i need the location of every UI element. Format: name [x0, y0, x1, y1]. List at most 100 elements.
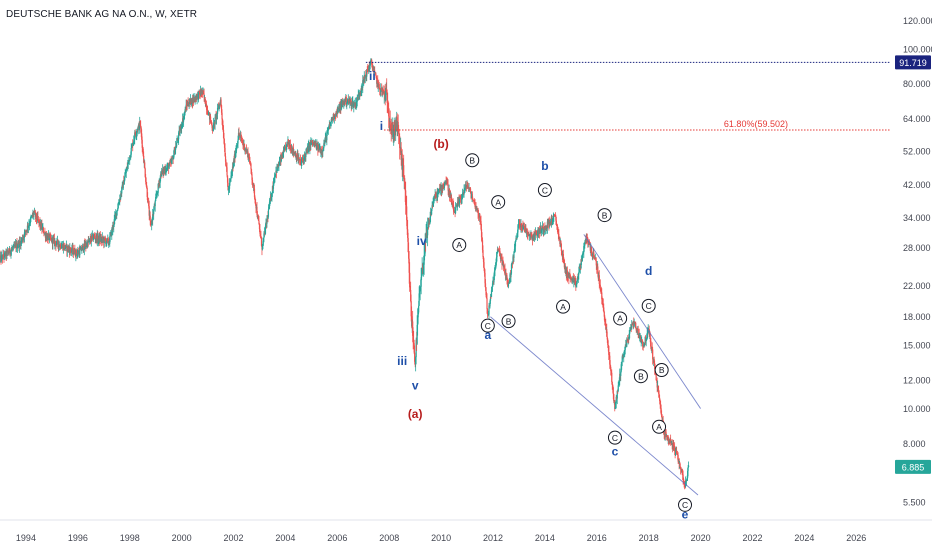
candle-body — [491, 283, 494, 287]
candle-body — [232, 160, 235, 168]
candle-body — [404, 178, 406, 188]
candle — [132, 142, 134, 147]
x-tick-label: 2018 — [639, 533, 659, 543]
candle — [261, 243, 264, 251]
x-tick-label: 2010 — [431, 533, 451, 543]
candle-body — [224, 156, 227, 162]
candle-body — [477, 208, 479, 214]
candle-body — [384, 91, 386, 93]
candle — [492, 276, 494, 287]
candle-body — [423, 255, 425, 265]
candle-body — [546, 221, 548, 229]
candle-body — [609, 355, 611, 365]
candle-body — [374, 70, 376, 73]
candle-body — [471, 196, 474, 200]
candle-body — [576, 281, 578, 285]
candle-body — [413, 340, 415, 344]
candle-body — [89, 238, 91, 241]
candle — [361, 83, 363, 97]
candle-body — [347, 101, 349, 103]
candle-body — [351, 102, 353, 106]
candle-body — [380, 88, 382, 93]
candle — [116, 209, 118, 216]
candle-body — [82, 245, 84, 251]
candle-body — [12, 247, 14, 249]
candle-body — [350, 100, 352, 106]
candle-body — [453, 211, 455, 213]
candle — [185, 99, 187, 112]
candle-body — [577, 278, 579, 280]
candle-body — [556, 224, 558, 226]
candle-body — [582, 252, 584, 255]
candle — [222, 125, 225, 139]
candle-body — [72, 248, 74, 254]
candle-body — [545, 227, 547, 229]
candle-body — [231, 166, 234, 172]
candle-body — [182, 118, 184, 126]
candle — [141, 136, 143, 153]
candle-body — [500, 257, 503, 259]
candle-body — [133, 139, 135, 141]
candle-body — [408, 258, 410, 273]
candle-body — [685, 480, 687, 482]
candle — [654, 360, 656, 375]
candle-body — [296, 158, 298, 160]
candle-body — [339, 108, 341, 112]
candle-body — [420, 277, 422, 287]
candle — [61, 241, 63, 248]
candle-body — [460, 198, 463, 200]
candle-body — [190, 98, 192, 104]
channel-trend-line — [490, 316, 699, 496]
candle-body — [402, 163, 404, 166]
candle-body — [240, 136, 243, 140]
candle — [422, 263, 424, 274]
candle-body — [535, 232, 538, 234]
candle-body — [183, 114, 185, 118]
candle-body — [272, 183, 275, 189]
candle-body — [656, 379, 658, 381]
candle-body — [322, 150, 324, 153]
candle-body — [148, 206, 150, 216]
candle — [130, 143, 132, 158]
circle-wave-label: A — [556, 299, 571, 314]
candle — [514, 240, 517, 252]
candle — [617, 381, 619, 393]
candle — [414, 345, 416, 365]
candle-body — [112, 225, 114, 230]
candle-body — [423, 264, 425, 270]
candle-body — [158, 182, 160, 185]
candle-body — [118, 203, 120, 205]
candle-body — [49, 235, 51, 238]
candle-body — [549, 220, 551, 223]
candle-body — [164, 169, 166, 173]
candle-body — [468, 187, 471, 190]
candle-body — [450, 197, 453, 205]
candle-body — [603, 307, 605, 312]
candle — [126, 166, 128, 171]
candle-body — [119, 198, 121, 203]
candle — [297, 150, 299, 162]
candle-body — [669, 439, 671, 444]
candle-body — [627, 338, 629, 341]
candle-body — [449, 195, 452, 198]
candle-body — [0, 255, 3, 261]
candle-body — [327, 130, 329, 132]
candle — [303, 151, 305, 164]
candle — [614, 399, 616, 412]
candle-body — [478, 215, 480, 218]
candle-body — [171, 160, 173, 164]
candle — [603, 303, 605, 313]
candle — [97, 233, 99, 247]
candle — [350, 97, 352, 112]
candle-body — [223, 138, 225, 144]
candle — [206, 106, 209, 115]
candle-body — [668, 437, 670, 440]
candle-body — [76, 253, 78, 256]
candle-body — [211, 128, 214, 131]
wave-label: i — [380, 119, 383, 133]
candle-body — [83, 250, 85, 251]
candle — [621, 354, 623, 367]
candle-body — [542, 226, 544, 227]
candle-body — [61, 246, 63, 248]
candle-body — [569, 275, 571, 278]
